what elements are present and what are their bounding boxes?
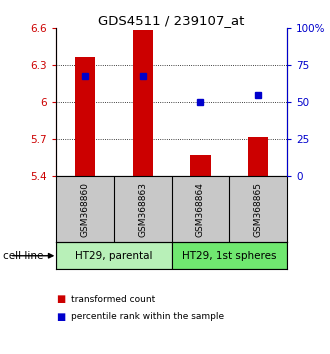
Bar	[133, 29, 153, 176]
Text: HT29, 1st spheres: HT29, 1st spheres	[182, 251, 277, 261]
Text: GSM368863: GSM368863	[138, 182, 147, 237]
Text: ■: ■	[56, 294, 65, 304]
Title: GDS4511 / 239107_at: GDS4511 / 239107_at	[98, 14, 245, 27]
Text: GSM368864: GSM368864	[196, 182, 205, 237]
Text: cell line: cell line	[3, 251, 44, 261]
Text: transformed count: transformed count	[71, 295, 155, 304]
Text: GSM368865: GSM368865	[254, 182, 263, 237]
Bar	[75, 57, 95, 176]
Text: percentile rank within the sample: percentile rank within the sample	[71, 312, 224, 321]
Bar	[56, 242, 172, 269]
Text: ■: ■	[56, 312, 65, 322]
Text: GSM368860: GSM368860	[81, 182, 89, 237]
Text: HT29, parental: HT29, parental	[75, 251, 152, 261]
Bar	[172, 242, 287, 269]
Bar	[248, 137, 268, 176]
Bar	[190, 155, 211, 176]
